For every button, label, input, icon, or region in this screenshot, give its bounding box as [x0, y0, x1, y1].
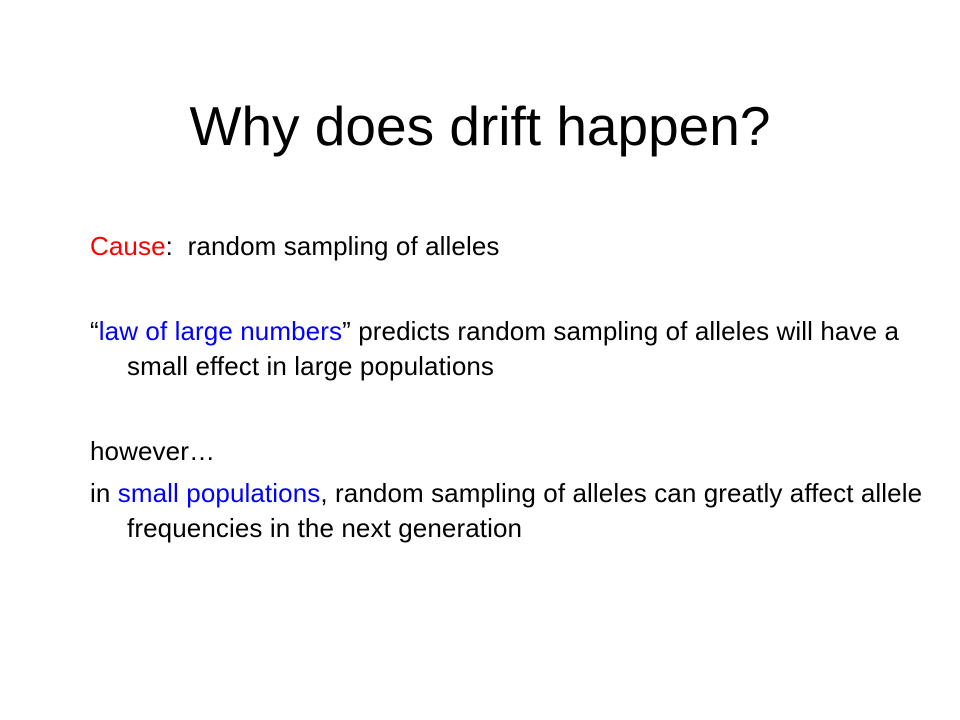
cause-text: : random sampling of alleles [165, 231, 500, 261]
small-term: small populations [117, 478, 321, 508]
slide-title: Why does drift happen? [189, 95, 771, 157]
small-populations-paragraph: in small populations, random sampling of… [90, 476, 947, 546]
law-paragraph: “law of large numbers” predicts random s… [90, 314, 947, 384]
however-paragraph: however… [90, 436, 216, 466]
law-term: law of large numbers [98, 316, 343, 346]
cause-term: Cause [90, 231, 166, 261]
small-text: , random sampling of alleles can greatly… [127, 478, 923, 543]
cause-paragraph: Cause: random sampling of alleles [90, 229, 947, 264]
law-text: ” predicts random sampling of alleles wi… [127, 316, 900, 381]
small-lead: in [90, 478, 118, 508]
law-open-quote: “ [90, 316, 99, 346]
